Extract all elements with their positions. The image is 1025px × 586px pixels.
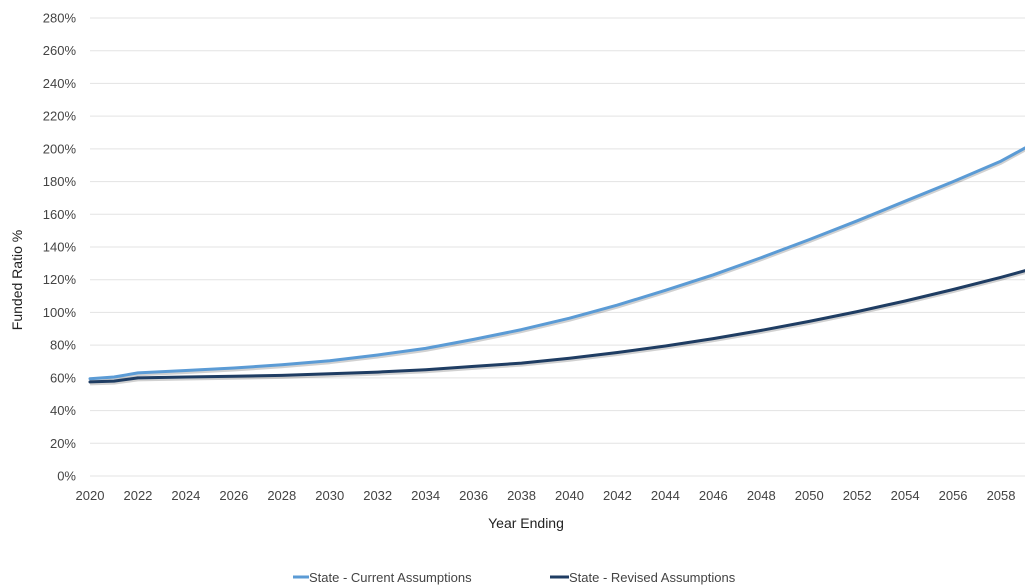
y-tick-label: 100% [43,305,77,320]
x-axis-label: Year Ending [488,515,564,531]
x-tick-label: 2058 [987,488,1016,503]
x-tick-label: 2052 [843,488,872,503]
legend: State - Current Assumptions State - Revi… [293,570,736,585]
x-tick-label: 2032 [363,488,392,503]
x-tick-label: 2050 [795,488,824,503]
series-line-revised [88,269,1025,384]
y-tick-label: 200% [43,141,77,156]
x-tick-label: 2022 [123,488,152,503]
x-tick-label: 2038 [507,488,536,503]
legend-label-current: State - Current Assumptions [309,570,472,585]
x-axis-ticks: 2020 2022 2024 2026 2028 2030 2032 2034 2036 2038… [76,488,1016,503]
x-tick-label: 2028 [267,488,296,503]
y-axis-label: Funded Ratio % [9,230,25,330]
x-tick-label: 2024 [171,488,200,503]
y-tick-label: 240% [43,76,77,91]
y-tick-label: 280% [43,11,77,26]
y-tick-label: 180% [43,174,77,189]
series-line-current [88,146,1025,381]
y-tick-label: 80% [50,338,76,353]
x-tick-label: 2044 [651,488,680,503]
x-tick-label: 2036 [459,488,488,503]
x-tick-label: 2042 [603,488,632,503]
x-tick-label: 2020 [76,488,105,503]
x-tick-label: 2030 [315,488,344,503]
x-tick-label: 2054 [891,488,920,503]
x-tick-label: 2046 [699,488,728,503]
series-lines [88,146,1025,386]
x-tick-label: 2026 [219,488,248,503]
y-tick-label: 140% [43,240,77,255]
y-tick-label: 160% [43,207,77,222]
x-tick-label: 2034 [411,488,440,503]
y-tick-label: 260% [43,43,77,58]
y-tick-label: 120% [43,272,77,287]
y-axis-ticks: 0% 20% 40% 60% 80% 100% 120% 140% 160% 180% 200% 22… [43,11,77,484]
y-tick-label: 220% [43,109,77,124]
legend-label-revised: State - Revised Assumptions [569,570,736,585]
x-tick-label: 2040 [555,488,584,503]
grid-lines [90,17,1025,477]
x-tick-label: 2056 [939,488,968,503]
y-tick-label: 0% [57,469,76,484]
y-tick-label: 20% [50,436,76,451]
y-tick-label: 60% [50,370,76,385]
y-tick-label: 40% [50,403,76,418]
x-tick-label: 2048 [747,488,776,503]
